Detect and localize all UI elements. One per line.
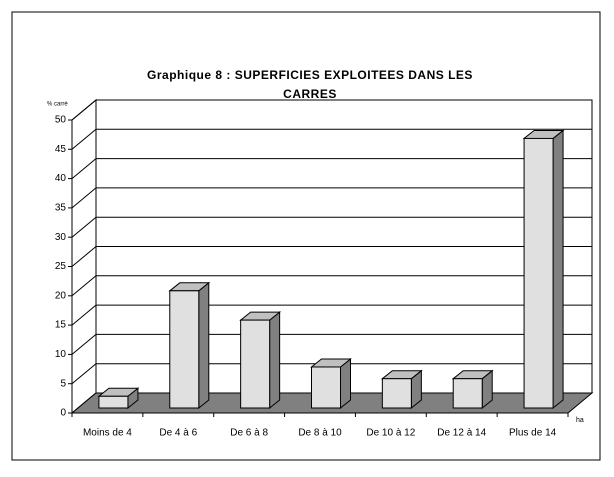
y-tick-label: 10 xyxy=(55,349,67,360)
y-tick-label: 0 xyxy=(60,408,66,419)
grid-line xyxy=(71,216,97,238)
bar xyxy=(168,281,211,410)
chart-title: Graphique 8 : SUPERFICIES EXPLOITEES DAN… xyxy=(147,68,473,82)
bar-side xyxy=(552,129,564,410)
y-axis-label: % carré xyxy=(47,102,68,108)
grid-line xyxy=(71,304,97,326)
y-tick-label: 45 xyxy=(55,144,67,155)
x-tick-label: De 10 à 12 xyxy=(366,428,415,439)
x-axis-label: ha xyxy=(576,417,584,424)
bar-front xyxy=(169,290,200,409)
bar-side xyxy=(269,311,281,410)
y-tick-label: 40 xyxy=(55,173,67,184)
bar xyxy=(380,369,423,410)
bar xyxy=(522,129,565,410)
bar xyxy=(310,357,352,410)
bar-front xyxy=(240,319,271,409)
bar-front xyxy=(452,378,483,409)
x-tick-label: De 8 à 10 xyxy=(298,428,342,439)
grid-line xyxy=(71,334,97,355)
y-tick-label: 30 xyxy=(55,232,67,243)
y-tick-label: 25 xyxy=(55,261,67,272)
grid-line xyxy=(71,158,97,179)
y-tick-label: 20 xyxy=(55,290,67,301)
bar-front xyxy=(311,366,341,409)
bar-front xyxy=(523,137,554,409)
grid-line xyxy=(71,99,97,121)
bar xyxy=(97,387,140,410)
y-tick-label: 35 xyxy=(55,203,67,214)
bar-front xyxy=(98,395,129,409)
grid-line xyxy=(71,246,97,267)
x-tick-label: Moins de 4 xyxy=(83,428,132,439)
grid-line xyxy=(71,187,97,209)
x-tick-label: De 12 à 14 xyxy=(437,428,486,439)
grid-line xyxy=(71,128,97,150)
grid-line xyxy=(71,275,97,297)
x-tick-label: Plus de 14 xyxy=(509,428,557,439)
bar xyxy=(239,311,282,410)
bar-front xyxy=(381,378,412,409)
bar xyxy=(451,369,494,410)
y-tick-label: 50 xyxy=(55,115,67,126)
chart-title: CARRES xyxy=(283,87,337,101)
y-tick-label: 5 xyxy=(60,378,66,389)
x-tick-label: De 6 à 8 xyxy=(230,428,268,439)
bar-side xyxy=(198,281,210,410)
grid-line xyxy=(71,363,97,385)
y-tick-label: 15 xyxy=(55,320,67,331)
x-tick-label: De 4 à 6 xyxy=(159,428,197,439)
